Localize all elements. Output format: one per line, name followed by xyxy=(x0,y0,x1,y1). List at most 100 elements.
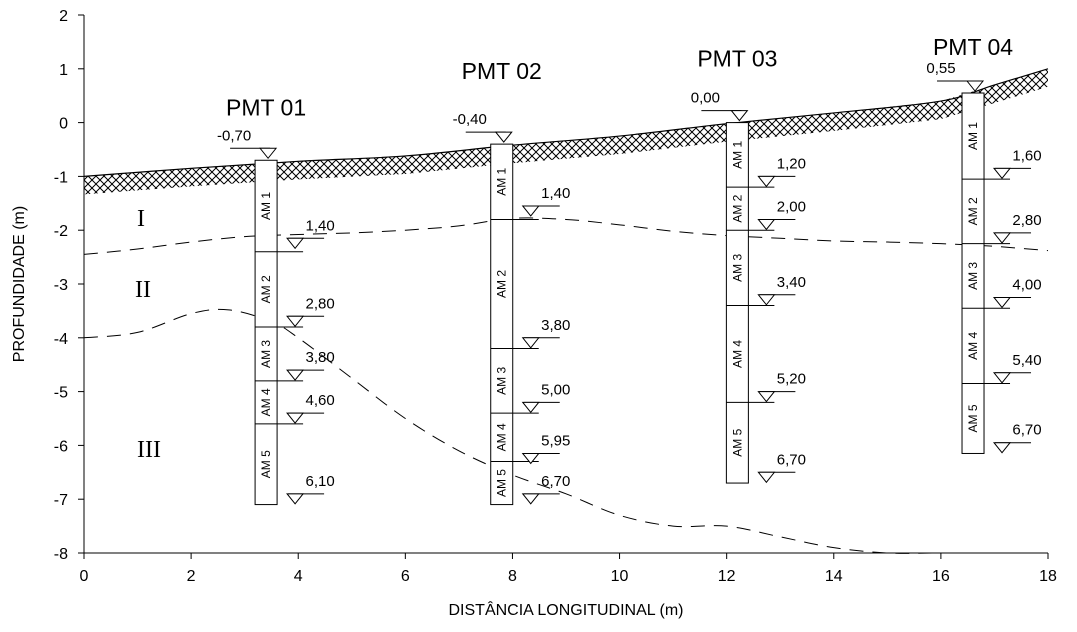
depth-label: 1,40 xyxy=(541,185,570,202)
depth-level-marker xyxy=(286,237,305,250)
sample-label: AM 4 xyxy=(259,388,273,416)
depth-level-marker xyxy=(286,412,305,424)
sample-label: AM 1 xyxy=(259,192,273,220)
depth-label: 2,00 xyxy=(777,198,806,215)
layer-label-ii: II xyxy=(135,277,151,303)
borehole-name: PMT 04 xyxy=(933,34,1013,60)
y-tick-label: -3 xyxy=(54,277,68,294)
sample-label: AM 2 xyxy=(495,270,509,298)
sample-label: AM 3 xyxy=(730,254,744,282)
borehole-name: PMT 01 xyxy=(226,94,306,120)
depth-level-marker xyxy=(992,296,1012,309)
sample-label: AM 5 xyxy=(259,450,273,478)
depth-label: 5,00 xyxy=(541,381,570,398)
y-tick-label: -1 xyxy=(54,169,68,186)
depth-label: 5,95 xyxy=(541,432,570,449)
sample-label: AM 3 xyxy=(259,340,273,368)
y-tick-label: -5 xyxy=(54,385,68,402)
depth-label: 2,80 xyxy=(305,295,334,312)
depth-label: 1,40 xyxy=(305,217,334,234)
borehole-4: PMT 040,55 AM 1 AM 2 AM 3 AM 4 AM 5 1,60 2,80 4,… xyxy=(926,34,1042,454)
depth-label: 1,20 xyxy=(777,155,806,172)
depth-label: 3,40 xyxy=(777,274,806,291)
y-tick-label: -2 xyxy=(54,223,68,240)
depth-level-marker xyxy=(757,391,776,403)
top-level-label: 0,00 xyxy=(691,90,720,107)
borehole-name: PMT 03 xyxy=(697,46,777,72)
depth-level-marker xyxy=(286,315,305,328)
depth-label: 2,80 xyxy=(1012,212,1041,229)
depth-label: 4,60 xyxy=(305,392,334,409)
borehole-column xyxy=(725,122,749,484)
sample-label: AM 5 xyxy=(966,404,980,432)
borehole-column xyxy=(961,92,985,454)
y-axis-label: PROFUNDIDADE (m) xyxy=(11,206,28,362)
depth-level-marker xyxy=(521,452,540,465)
sample-label: AM 1 xyxy=(495,167,509,195)
sample-label: AM 5 xyxy=(495,469,509,497)
sample-label: AM 3 xyxy=(966,262,980,290)
x-tick-label: 2 xyxy=(187,568,196,585)
top-level-label: 0,55 xyxy=(926,60,955,77)
depth-level-marker xyxy=(992,372,1012,384)
x-tick-label: 10 xyxy=(611,568,629,585)
depth-level-marker xyxy=(757,218,776,231)
x-tick-label: 12 xyxy=(718,568,736,585)
depth-level-marker xyxy=(757,294,776,306)
sample-label: AM 2 xyxy=(259,275,273,303)
top-level-marker xyxy=(494,131,513,143)
y-tick-label: 1 xyxy=(59,62,68,79)
depth-level-marker xyxy=(992,232,1012,244)
depth-label: 5,20 xyxy=(777,371,806,388)
depth-level-marker xyxy=(757,175,776,188)
depth-label: 3,80 xyxy=(305,349,334,366)
boreholes-group: PMT 01 -0,70 AM 1 AM 2 AM 3 AM 4 AM 5 1,40 2,80 3… xyxy=(217,34,1042,506)
y-tick-label: -7 xyxy=(54,492,68,509)
borehole-3: PMT 03 0,00 AM 1 AM 2 AM 3 AM 4 AM 5 1,20 2,00 3,… xyxy=(691,46,806,484)
y-tick-label: -8 xyxy=(54,546,68,563)
x-tick-label: 8 xyxy=(508,568,517,585)
depth-level-marker xyxy=(757,471,776,484)
x-axis-label: DISTÂNCIA LONGITUDINAL (m) xyxy=(449,600,684,619)
depth-level-marker xyxy=(521,493,540,505)
sample-label: AM 2 xyxy=(966,197,980,225)
depth-level-marker xyxy=(992,167,1012,180)
depth-label: 4,00 xyxy=(1012,276,1041,293)
layer-label-iii: III xyxy=(137,437,161,463)
x-tick-label: 16 xyxy=(932,568,950,585)
depth-level-marker xyxy=(286,493,305,505)
boundary-i-ii xyxy=(83,217,1049,255)
top-level-marker xyxy=(965,80,985,92)
borehole-1: PMT 01 -0,70 AM 1 AM 2 AM 3 AM 4 AM 5 1,40 2,80 3… xyxy=(217,94,335,506)
top-level-marker xyxy=(730,110,749,122)
x-tick-label: 18 xyxy=(1039,568,1057,585)
depth-label: 6,70 xyxy=(541,473,570,490)
x-tick-label: 14 xyxy=(825,568,843,585)
ground-hatch xyxy=(84,68,1048,195)
depth-label: 5,40 xyxy=(1012,352,1041,369)
layer-label-i: I xyxy=(137,206,145,232)
x-tick-label: 6 xyxy=(401,568,410,585)
depth-level-marker xyxy=(521,401,540,414)
depth-label: 6,70 xyxy=(1012,422,1041,439)
sample-label: AM 4 xyxy=(495,423,509,451)
sample-label: AM 3 xyxy=(495,367,509,395)
borehole-name: PMT 02 xyxy=(462,58,542,84)
depth-label: 6,10 xyxy=(305,473,334,490)
depth-level-marker xyxy=(286,369,305,381)
borehole-column xyxy=(254,159,278,506)
sample-label: AM 2 xyxy=(730,194,744,222)
sample-label: AM 1 xyxy=(730,141,744,169)
top-level-marker xyxy=(259,147,278,160)
depth-level-marker xyxy=(992,442,1012,454)
depth-level-marker xyxy=(521,205,540,217)
borehole-column xyxy=(490,143,514,506)
x-tick-label: 0 xyxy=(80,568,89,585)
sample-label: AM 1 xyxy=(966,122,980,150)
y-tick-label: 0 xyxy=(59,116,68,133)
boundary-ii-iii xyxy=(83,308,1048,554)
sample-label: AM 5 xyxy=(730,428,744,456)
